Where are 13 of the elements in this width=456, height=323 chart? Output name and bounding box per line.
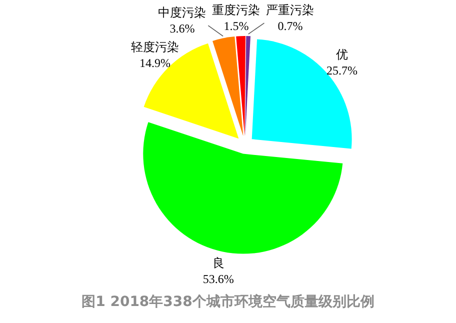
data-label: 0.7%	[278, 19, 303, 34]
slice-label: 良	[212, 256, 224, 270]
slice-label: 中度污染	[158, 6, 206, 20]
data-label: 14.9%	[139, 56, 170, 70]
data-label: 53.6%	[202, 272, 234, 286]
data-label: 1.5%	[224, 19, 249, 34]
slice-label: 轻度污染	[130, 40, 179, 54]
slice-label: 优	[336, 47, 348, 62]
text: 图1 2018年338个城市环境空气质量级别比例	[82, 293, 374, 310]
slice-label: 严重污染	[266, 3, 314, 18]
data-label: 3.6%	[170, 22, 195, 36]
slice-label: 重度污染	[212, 3, 260, 18]
data-label: 25.7%	[326, 63, 358, 78]
